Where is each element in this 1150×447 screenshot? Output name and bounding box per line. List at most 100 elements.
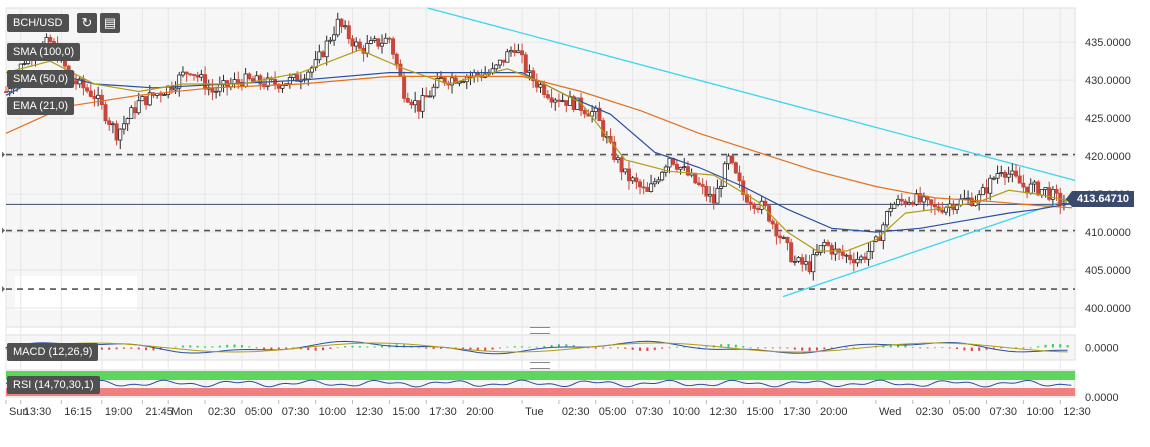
symbol-label[interactable]: BCH/USD [7, 14, 69, 32]
macd-histogram-bar [698, 347, 701, 348]
trendline [427, 7, 1076, 182]
candle-body [966, 197, 971, 200]
candle-body [1036, 181, 1041, 196]
legend-ema21[interactable]: EMA (21,0) [7, 97, 75, 115]
candle-body [630, 177, 635, 182]
x-tick-label: Sun [9, 406, 29, 418]
ma-line-sma100 [5, 75, 1073, 209]
candle-body [1014, 170, 1019, 177]
macd-histogram-bar [395, 344, 398, 348]
legend-rsi[interactable]: RSI (14,70,30,1) [7, 376, 100, 394]
candle-body [92, 96, 97, 99]
macd-histogram-bar [1029, 347, 1032, 349]
candle-body [461, 81, 466, 84]
candle-body [309, 67, 314, 73]
candle-body [203, 74, 208, 90]
candle-body [453, 77, 458, 84]
candle-body [103, 104, 108, 122]
macd-histogram-bar [764, 347, 767, 349]
macd-histogram-bar [226, 344, 229, 348]
macd-signal-line [5, 342, 1068, 353]
y-tick-label: 400.0000 [1085, 303, 1131, 315]
macd-histogram-bar [845, 347, 848, 348]
x-tick-label: 05:00 [245, 406, 273, 418]
macd-histogram-bar [1044, 344, 1047, 348]
macd-histogram-bar [137, 347, 140, 350]
candle-body [110, 123, 115, 126]
candle-body [291, 74, 296, 78]
pane-resize-handle[interactable] [530, 362, 550, 369]
macd-histogram-bar [1066, 345, 1069, 348]
macd-histogram-bar [557, 344, 560, 348]
refresh-icon[interactable]: ↻ [77, 13, 97, 33]
macd-histogram-bar [587, 347, 590, 349]
x-tick-label: 05:00 [953, 406, 981, 418]
candle-body [918, 193, 923, 203]
candle-body [1032, 181, 1037, 185]
candle-body [188, 73, 193, 76]
candle-body [520, 50, 525, 56]
macd-histogram-bar [425, 347, 428, 349]
candle-body [48, 37, 53, 42]
macd-histogram-bar [801, 347, 804, 351]
candle-body [394, 53, 399, 65]
macd-histogram-bar [941, 347, 944, 349]
candle-body [365, 43, 370, 54]
macd-histogram-bar [454, 347, 457, 349]
candle-body [431, 86, 436, 97]
candle-body [999, 172, 1004, 174]
candle-body [715, 188, 720, 204]
x-tick-label: 07:30 [990, 406, 1018, 418]
x-tick-label: 07:30 [636, 406, 664, 418]
candle-body [855, 258, 860, 264]
macd-histogram-bar [823, 347, 826, 350]
macd-histogram-bar [926, 347, 929, 349]
candle-body [656, 179, 661, 183]
macd-histogram-bar [181, 345, 184, 348]
pane-resize-handle[interactable] [530, 327, 550, 334]
candle-body [726, 155, 731, 165]
candles-icon[interactable]: ▤ [100, 13, 120, 33]
candle-body [313, 59, 318, 69]
legend-sma100[interactable]: SMA (100,0) [7, 43, 81, 61]
candle-body [243, 73, 248, 87]
legend-macd[interactable]: MACD (12,26,9) [7, 343, 99, 361]
candle-body [247, 73, 252, 80]
candle-body [678, 166, 683, 170]
macd-histogram-bar [204, 346, 207, 348]
candle-body [814, 252, 819, 256]
x-tick-label: 10:00 [1026, 406, 1054, 418]
candle-body [700, 184, 705, 187]
candle-body [634, 177, 639, 183]
candle-body [1002, 172, 1007, 178]
candle-body [807, 261, 812, 273]
candle-body [892, 203, 897, 209]
x-tick-label: Tue [525, 406, 544, 418]
candle-body [398, 63, 403, 77]
candle-body [774, 223, 779, 237]
macd-histogram-bar [108, 347, 111, 350]
candle-body [995, 173, 1000, 179]
macd-histogram-bar [233, 344, 236, 348]
candle-body [991, 177, 996, 180]
candle-body [1028, 183, 1033, 194]
candle-body [885, 211, 890, 226]
macd-histogram-bar [793, 347, 796, 350]
candle-body [391, 38, 396, 55]
candle-body [184, 71, 189, 75]
level-marker [2, 227, 5, 234]
macd-histogram-bar [462, 347, 465, 350]
candle-body [851, 259, 856, 264]
level-marker [2, 151, 5, 158]
legend-sma50[interactable]: SMA (50,0) [7, 70, 75, 88]
macd-histogram-bar [270, 347, 273, 350]
y-tick-label: 430.0000 [1085, 75, 1131, 87]
candle-body [862, 256, 867, 260]
candle-body [162, 94, 167, 97]
candle-body [387, 37, 392, 40]
candle-body [118, 128, 123, 141]
candle-body [7, 88, 12, 93]
candle-body [173, 87, 178, 91]
candle-body [800, 257, 805, 265]
